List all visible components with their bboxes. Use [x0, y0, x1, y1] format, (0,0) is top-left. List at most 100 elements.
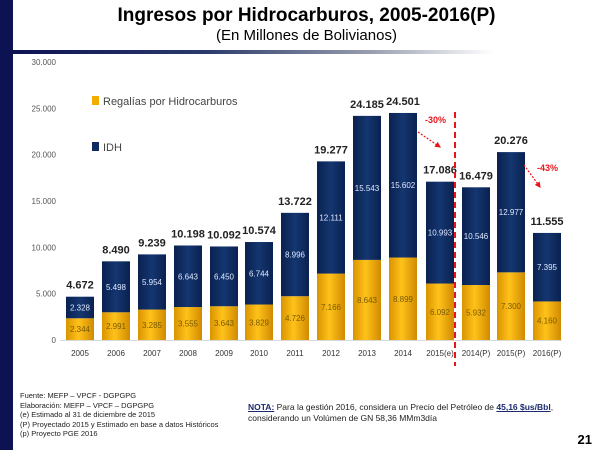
bar-idh [102, 261, 130, 313]
x-tick-label: 2016(P) [533, 349, 562, 358]
bar-regalias [533, 301, 561, 340]
label-total: 4.672 [66, 280, 94, 292]
note: NOTA: Para la gestión 2016, considera un… [248, 402, 568, 424]
bar-idh [245, 242, 273, 305]
page-number: 21 [577, 432, 592, 447]
y-tick-label: 0 [52, 336, 57, 345]
footnote-elaboration: Elaboración: MEFP – VPCF – DGPGPG [20, 400, 155, 410]
header-divider [13, 50, 493, 54]
x-tick-label: 2013 [358, 349, 376, 358]
bar-regalias [281, 296, 309, 340]
label-total: 16.479 [459, 170, 493, 182]
annotations: -30% -43% [417, 112, 558, 366]
label-idh: 7.395 [537, 263, 558, 272]
label-idh: 12.111 [319, 213, 343, 222]
bar-regalias [497, 272, 525, 340]
bars-group: 2.344 2.328 4.672 2.991 5.498 8.490 3.285 5.954… [66, 96, 564, 340]
label-total: 13.722 [278, 196, 312, 208]
label-regalias: 7.166 [321, 303, 342, 312]
bar-regalias [245, 304, 273, 340]
y-axis: 0 5.000 10.000 15.000 20.000 25.000 30.000 [32, 58, 562, 345]
footnote-pge: (p) Proyecto PGE 2016 [20, 429, 98, 438]
legend-label-regalias: Regalías por Hidrocarburos [103, 96, 238, 108]
bar-idh [426, 181, 454, 284]
bar-idh [389, 112, 417, 258]
y-tick-label: 25.000 [32, 104, 57, 113]
label-idh: 15.602 [391, 181, 416, 190]
bar-regalias [426, 283, 454, 340]
x-tick-label: 2014 [394, 349, 412, 358]
bar-idh [174, 245, 202, 308]
footnote-projected: (P) Proyectado 2015 y Estimado en base a… [20, 419, 219, 429]
x-tick-label: 2015(P) [497, 349, 526, 358]
bar-idh [497, 152, 525, 273]
legend: Regalías por Hidrocarburos IDH [92, 96, 238, 154]
label-idh: 8.996 [285, 251, 306, 260]
x-tick-label: 2012 [322, 349, 340, 358]
x-tick-label: 2009 [215, 349, 233, 358]
annotation-label-30: -30% [425, 115, 446, 125]
bar-idh [353, 115, 381, 260]
label-idh: 6.643 [178, 272, 199, 281]
legend-swatch-regalias [92, 96, 99, 105]
bar-regalias [389, 257, 417, 340]
label-total: 10.092 [207, 229, 241, 241]
bar-idh [462, 187, 490, 286]
note-price: 45,16 $us/Bbl [496, 402, 551, 412]
bar-idh [317, 161, 345, 274]
label-regalias: 6.092 [430, 308, 451, 317]
label-regalias: 2.344 [70, 325, 91, 334]
bar-regalias [210, 306, 238, 340]
label-idh: 5.954 [142, 278, 163, 287]
label-regalias: 4.160 [537, 317, 558, 326]
bar-idh [210, 246, 238, 307]
label-regalias: 3.285 [142, 321, 163, 330]
bar-idh [138, 254, 166, 310]
y-tick-label: 10.000 [32, 243, 57, 252]
footnote-source: Fuente: MEFP – VPCF - DGPGPG [20, 391, 137, 400]
x-tick-label: 2015(e) [426, 349, 454, 358]
label-total: 19.277 [314, 144, 348, 156]
label-total: 8.490 [102, 244, 130, 256]
bar-regalias [462, 285, 490, 340]
label-idh: 15.543 [355, 184, 380, 193]
bar-idh [533, 232, 561, 302]
label-regalias: 8.899 [393, 295, 414, 304]
label-total: 10.574 [242, 225, 277, 237]
bar-regalias [317, 273, 345, 340]
label-total: 11.555 [530, 216, 563, 228]
y-tick-label: 20.000 [32, 151, 57, 160]
label-regalias: 8.643 [357, 296, 378, 305]
legend-swatch-idh [92, 142, 99, 151]
label-idh: 12.977 [499, 208, 524, 217]
label-regalias: 3.643 [214, 319, 235, 328]
label-idh: 6.450 [214, 272, 235, 281]
label-total: 10.198 [171, 228, 205, 240]
x-tick-label: 2011 [286, 349, 304, 358]
label-idh: 2.328 [70, 303, 91, 312]
annotation-label-43: -43% [537, 163, 558, 173]
annotation-arrow-30 [417, 131, 441, 148]
bar-idh [281, 212, 309, 297]
bar-regalias [353, 259, 381, 340]
bar-regalias [102, 312, 130, 340]
x-tick-label: 2005 [71, 349, 89, 358]
label-total: 9.239 [138, 237, 166, 249]
annotation-arrow-43 [523, 164, 541, 188]
label-regalias: 5.932 [466, 309, 487, 318]
note-text-2: , considerando un Volúmen de GN 58,36 MM… [248, 402, 554, 423]
label-idh: 5.498 [106, 283, 127, 292]
label-regalias: 4.726 [285, 314, 306, 323]
bar-regalias [174, 307, 202, 340]
y-tick-label: 5.000 [36, 290, 57, 299]
label-total: 20.276 [494, 135, 528, 147]
bar-regalias [138, 309, 166, 340]
label-regalias: 3.555 [178, 320, 199, 329]
label-idh: 10.993 [428, 229, 453, 238]
label-total: 24.185 [350, 99, 384, 111]
label-regalias: 7.300 [501, 302, 522, 311]
x-tick-label: 2010 [250, 349, 268, 358]
label-idh: 6.744 [249, 269, 270, 278]
chart-subtitle: (En Millones de Bolivianos) [216, 27, 397, 44]
